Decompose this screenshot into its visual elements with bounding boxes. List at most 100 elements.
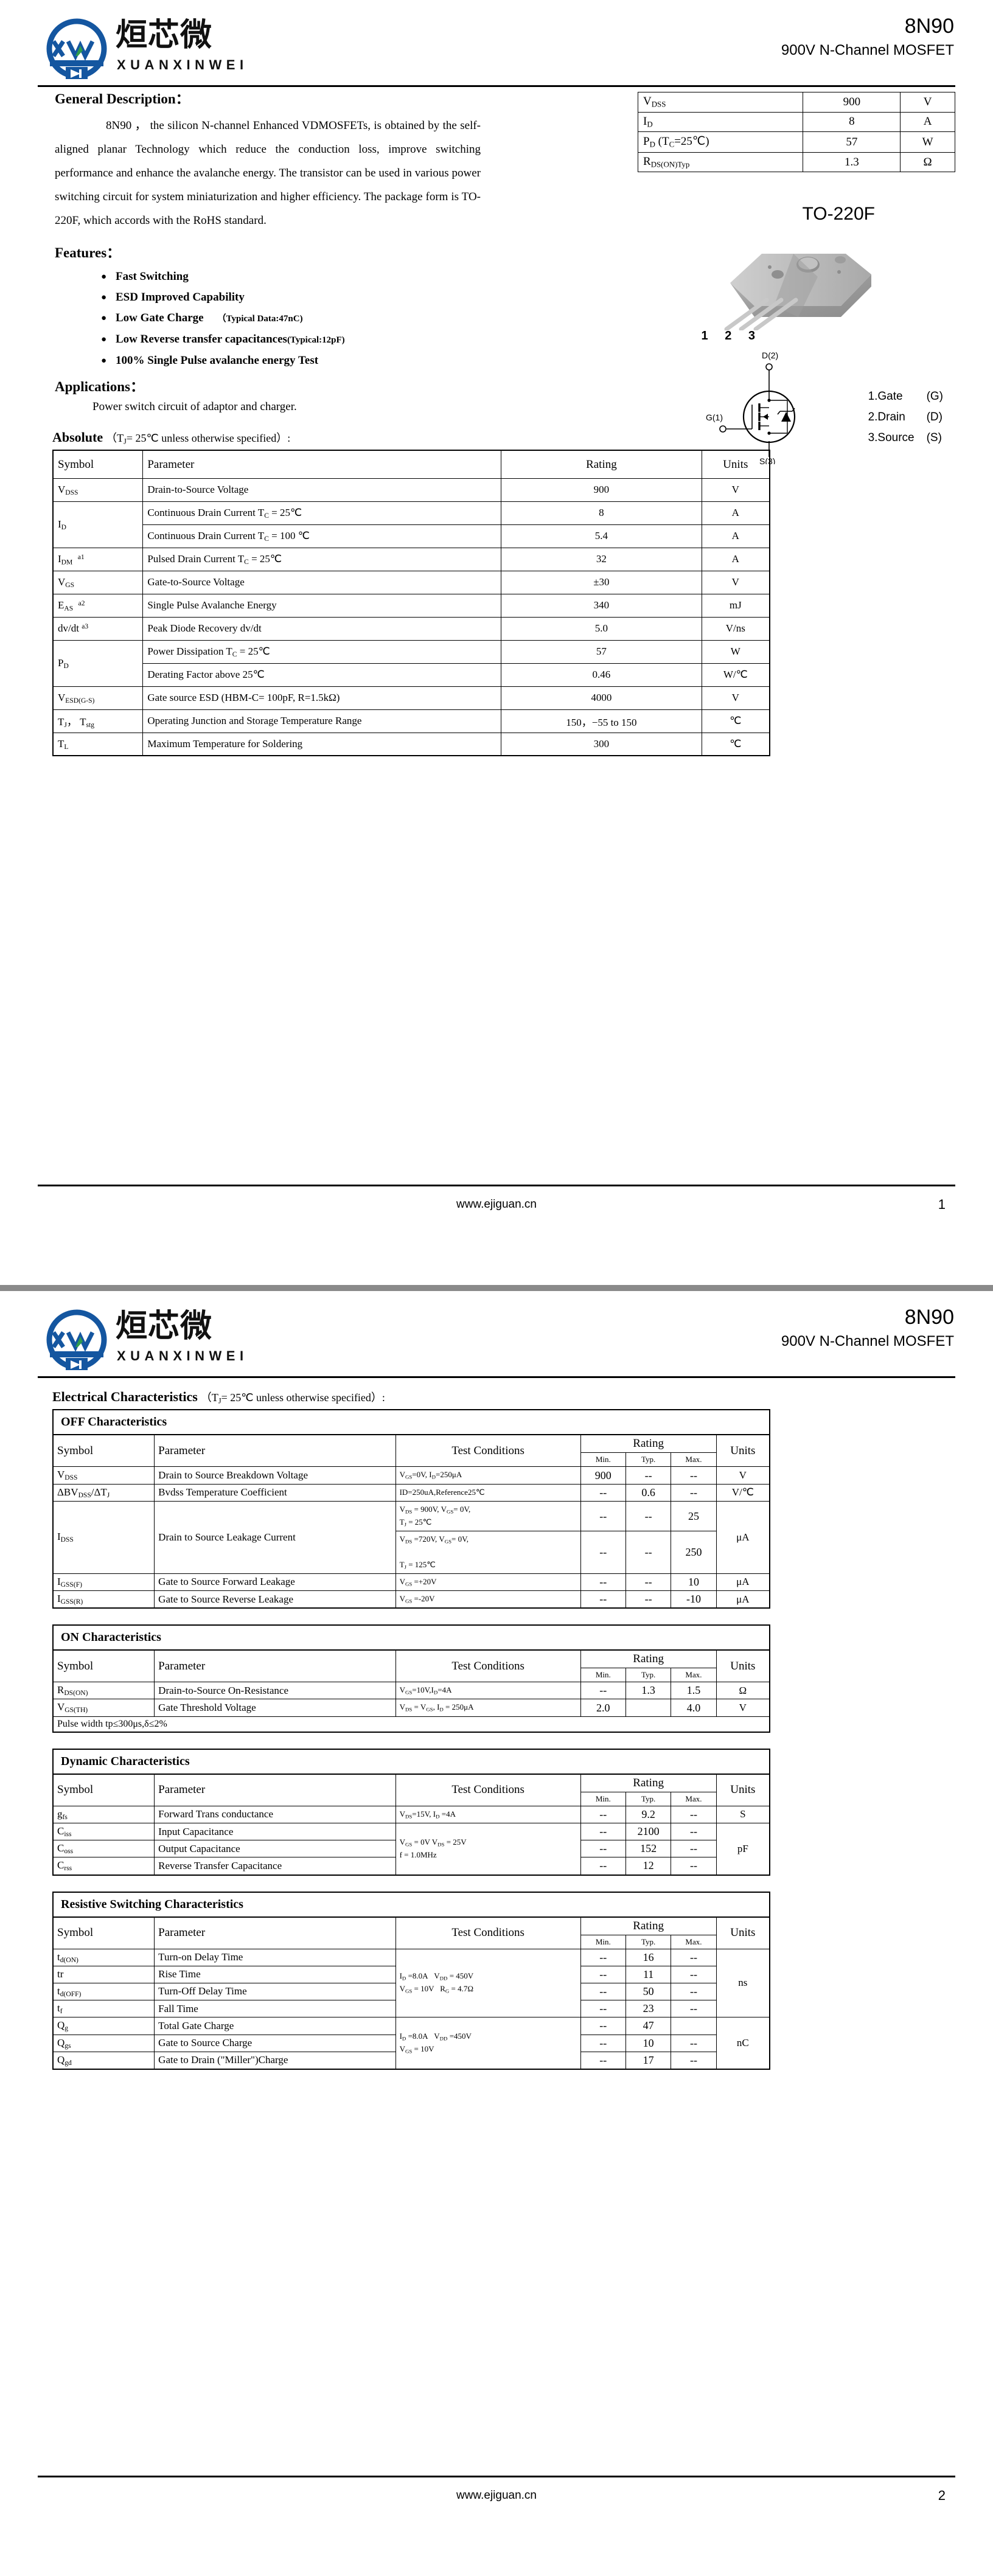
pin-1-name: (G) xyxy=(926,390,943,403)
col-min: Min. xyxy=(580,1452,626,1467)
row-typ: -- xyxy=(625,1500,672,1532)
row-unit: Ω xyxy=(716,1682,770,1700)
table-row: Coss Output Capacitance -- 152 -- xyxy=(52,1840,770,1858)
row-symbol: RDS(ON) xyxy=(52,1682,155,1700)
row-max: -10 xyxy=(671,1590,717,1609)
feature-label: ESD Improved Capability xyxy=(116,291,245,304)
row-symbol: Qgs xyxy=(52,2034,155,2052)
row-typ: 0.6 xyxy=(625,1483,672,1502)
row-unit: μA xyxy=(716,1590,770,1609)
table-row: gfs Forward Trans conductance VDS=15V, I… xyxy=(52,1805,770,1823)
row-min: -- xyxy=(580,1805,626,1823)
col-test-conditions: Test Conditions xyxy=(395,1774,581,1806)
company-name-pinyin: XUANXINWEI xyxy=(117,57,248,72)
table-row: VDSS Drain to Source Breakdown Voltage V… xyxy=(52,1466,770,1485)
row-typ: 17 xyxy=(625,2051,672,2070)
row-max: 1.5 xyxy=(671,1682,717,1700)
row-parameter: Continuous Drain Current TC = 100 ℃ xyxy=(142,524,502,548)
to220f-package-image xyxy=(724,254,871,330)
row-parameter: Turn-on Delay Time xyxy=(154,1948,396,1966)
xxw-circle-logo-icon xyxy=(46,18,107,79)
col-max: Max. xyxy=(671,1668,717,1683)
row-test-condition: VGS =-20V xyxy=(395,1590,581,1609)
page-2-body: Electrical Characteristics （TJ= 25℃ unle… xyxy=(38,1389,955,2070)
spec-value: 8 xyxy=(803,111,901,133)
row-symbol: Crss xyxy=(52,1857,155,1876)
col-typ: Typ. xyxy=(625,1934,672,1949)
group-title: OFF Characteristics xyxy=(54,1410,769,1435)
on-characteristics-group: ON Characteristics xyxy=(52,1624,770,1651)
row-unit: V/ns xyxy=(701,616,770,641)
row-min: -- xyxy=(580,2034,626,2052)
row-max: -- xyxy=(671,1483,717,1502)
row-symbol: ΔBVDSS/ΔTJ xyxy=(52,1483,155,1502)
pin-3-label: 3.Source xyxy=(868,431,915,444)
row-parameter: Bvdss Temperature Coefficient xyxy=(154,1483,396,1502)
spec-value: 57 xyxy=(803,131,901,153)
row-symbol: TJ， Tstg xyxy=(52,709,144,733)
col-rating: Rating xyxy=(580,1650,717,1669)
header-part-info: 8N90 900V N-Channel MOSFET xyxy=(781,1306,954,1351)
feature-note: （Typical Data:47nC) xyxy=(217,314,303,324)
row-symbol: gfs xyxy=(52,1805,155,1823)
page-1-body: VDSS 900 V ID 8 A PD (TC=25℃) 57 W xyxy=(38,87,955,757)
page-1: 烜芯微 XUANXINWEI 8N90 900V N-Channel MOSFE… xyxy=(0,0,993,1285)
table-row: PD (TC=25℃) 57 W xyxy=(637,131,955,153)
features-heading: Features： xyxy=(55,245,121,260)
feature-label: Low Reverse transfer capacitances xyxy=(116,333,287,346)
page-1-footer: www.ejiguan.cn 1 xyxy=(38,1185,955,1217)
row-symbol: Coss xyxy=(52,1840,155,1858)
col-parameter: Parameter xyxy=(154,1916,396,1949)
row-typ: -- xyxy=(625,1573,672,1591)
dynamic-characteristics-table: Symbol Parameter Test Conditions Rating … xyxy=(52,1774,770,1876)
row-parameter: Maximum Temperature for Soldering xyxy=(142,732,502,756)
table-header-row: Symbol Parameter Test Conditions Rating … xyxy=(52,1916,770,1949)
row-unit: S xyxy=(716,1805,770,1823)
absolute-caption-rest: （TJ= 25℃ unless otherwise specified）: xyxy=(106,432,291,446)
svg-text:G(1): G(1) xyxy=(706,413,723,422)
applications-heading: Applications： xyxy=(55,379,144,394)
spec-value: 1.3 xyxy=(803,151,901,173)
row-typ: 10 xyxy=(625,2034,672,2052)
row-symbol: td(ON) xyxy=(52,1948,155,1966)
row-symbol: VGS xyxy=(52,570,144,594)
footer-row: www.ejiguan.cn 2 xyxy=(38,2484,955,2508)
table-row: Crss Reverse Transfer Capacitance -- 12 … xyxy=(52,1857,770,1876)
row-test-condition: VDS = 900V, VGS= 0V, TJ = 25℃ xyxy=(395,1500,581,1532)
col-symbol: Symbol xyxy=(52,1435,155,1467)
footer-url[interactable]: www.ejiguan.cn xyxy=(456,1198,537,1211)
row-test-condition: VGS =+20V xyxy=(395,1573,581,1591)
table-row: dv/dt a3 Peak Diode Recovery dv/dt 5.0 V… xyxy=(52,616,770,641)
row-min: -- xyxy=(580,1500,626,1532)
row-parameter: Pulsed Drain Current TC = 25℃ xyxy=(142,547,502,571)
footer-url[interactable]: www.ejiguan.cn xyxy=(456,2489,537,2502)
absolute-caption-bold: Absolute xyxy=(52,430,103,445)
row-max: -- xyxy=(671,1857,717,1876)
table-row: VDSS Drain-to-Source Voltage 900 V xyxy=(52,478,770,502)
row-unit: mJ xyxy=(701,593,770,618)
table-row: IDM a1 Pulsed Drain Current TC = 25℃ 32 … xyxy=(52,547,770,571)
col-rating: Rating xyxy=(580,1916,717,1935)
row-typ: 16 xyxy=(625,1948,672,1966)
row-test-condition: ID =8.0A VDD = 450V VGS = 10V RG = 4.7Ω xyxy=(395,1948,581,2018)
col-max: Max. xyxy=(671,1791,717,1806)
xxw-circle-logo-icon xyxy=(46,1309,107,1370)
pin-1-label: 1.Gate xyxy=(868,390,903,403)
general-description-text: 8N90 ， the silicon N-channel Enhanced VD… xyxy=(55,119,481,227)
col-rating: Rating xyxy=(580,1774,717,1792)
row-typ: -- xyxy=(625,1590,672,1609)
col-typ: Typ. xyxy=(625,1452,672,1467)
absolute-table-caption: Absolute （TJ= 25℃ unless otherwise speci… xyxy=(52,430,955,446)
row-rating: 340 xyxy=(501,593,702,618)
row-max: -- xyxy=(671,1822,717,1841)
row-parameter: Fall Time xyxy=(154,2000,396,2018)
row-test-condition: VGS=0V, ID=250μA xyxy=(395,1466,581,1485)
list-item: Low Gate Charge （Typical Data:47nC) xyxy=(101,308,482,329)
row-parameter: Gate-to-Source Voltage xyxy=(142,570,502,594)
row-unit: W/℃ xyxy=(701,663,770,687)
col-rating: Rating xyxy=(580,1435,717,1453)
row-unit: μA xyxy=(716,1573,770,1591)
row-parameter: Total Gate Charge xyxy=(154,2017,396,2035)
footer-row: www.ejiguan.cn 1 xyxy=(38,1192,955,1217)
